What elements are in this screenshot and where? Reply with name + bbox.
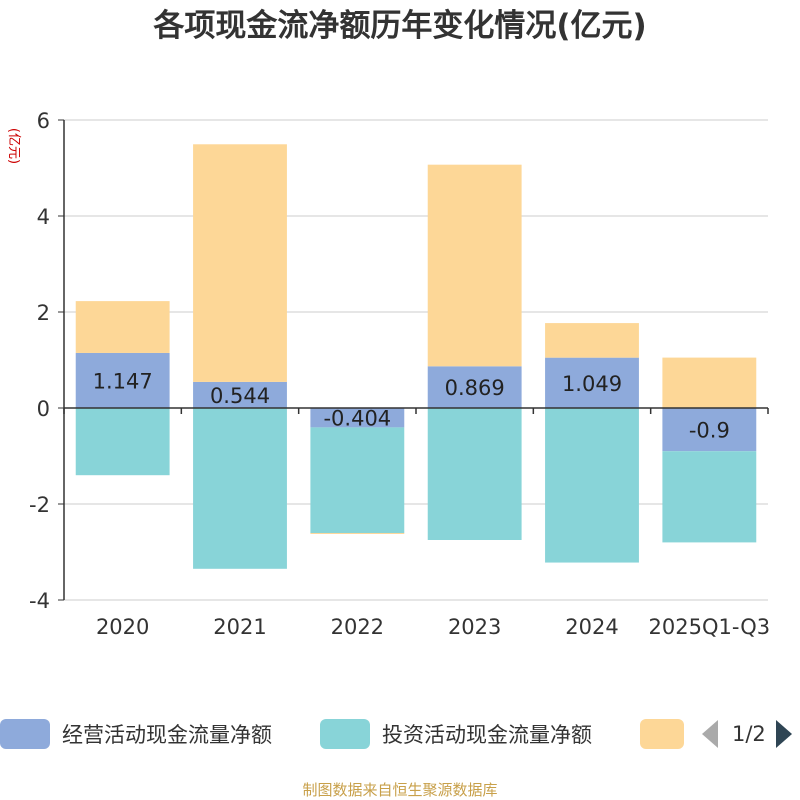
x-tick-label-2025Q1-Q3: 2025Q1-Q3	[649, 615, 771, 639]
y-tick-label-0: -4	[29, 589, 50, 613]
x-tick-label-2024: 2024	[565, 615, 618, 639]
legend-label-operating: 经营活动现金流量净额	[62, 723, 272, 747]
legend-item-third[interactable]	[640, 714, 684, 754]
bar-s0-2022	[310, 408, 405, 428]
y-tick-label-3: 2	[37, 301, 50, 325]
bar-s0-2021	[193, 381, 287, 408]
axes: -4 -2 0 2 4 6 2020 2021 2022 2023 2024 2025Q1-Q3	[29, 109, 770, 639]
data-label-2023: 0.869	[445, 376, 505, 400]
data-label-2020: 1.147	[93, 369, 153, 393]
bar-s2-2022	[310, 532, 405, 534]
legend-swatch-operating	[0, 719, 50, 749]
legend-item-operating[interactable]: 经营活动现金流量净额	[0, 714, 272, 754]
legend-swatch-investing	[320, 719, 370, 749]
next-page-icon[interactable]	[775, 720, 792, 748]
bar-s2-2020	[75, 301, 170, 353]
prev-page-icon[interactable]	[702, 720, 718, 748]
legend: 经营活动现金流量净额 投资活动现金流量净额	[0, 714, 800, 754]
y-tick-label-4: 4	[37, 205, 50, 229]
bar-s2-2024	[545, 323, 639, 358]
bar-s1-2024	[545, 408, 639, 563]
y-tick-label-2: 0	[37, 397, 50, 421]
x-tick-label-2020: 2020	[96, 615, 149, 639]
bar-s1-2021	[193, 408, 287, 569]
bar-s0-2025Q1-Q3	[662, 408, 757, 452]
x-tick-label-2021: 2021	[213, 615, 266, 639]
data-label-2021: 0.544	[210, 384, 270, 408]
source-note: 制图数据来自恒生聚源数据库	[302, 781, 498, 799]
bar-s1-2023	[427, 408, 522, 540]
bar-s1-2020	[75, 408, 170, 476]
data-label-2022: -0.404	[323, 407, 391, 431]
bars	[75, 144, 757, 569]
y-axis-label: (亿元)	[6, 128, 21, 164]
legend-swatch-third	[640, 719, 684, 749]
data-label-2024: 1.049	[562, 372, 622, 396]
bar-s1-2022	[310, 427, 405, 533]
bar-s0-2023	[427, 366, 522, 408]
legend-page-indicator: 1/2	[732, 722, 766, 746]
x-tick-label-2022: 2022	[331, 615, 384, 639]
legend-pager: 1/2	[702, 718, 792, 750]
data-labels: 1.147 0.544 -0.404 0.869 1.049 -0.9	[93, 369, 730, 442]
x-tick-label-2023: 2023	[448, 615, 501, 639]
y-tick-label-1: -2	[29, 493, 50, 517]
legend-item-investing[interactable]: 投资活动现金流量净额	[320, 714, 592, 754]
bar-s1-2025Q1-Q3	[662, 451, 757, 543]
chart-title: 各项现金流净额历年变化情况(亿元)	[152, 8, 646, 44]
grid-lines	[64, 119, 768, 601]
y-tick-label-5: 6	[37, 109, 50, 133]
bar-s2-2023	[427, 164, 522, 367]
data-label-2025Q1-Q3: -0.9	[689, 419, 730, 443]
legend-label-investing: 投资活动现金流量净额	[382, 723, 592, 747]
bar-s2-2021	[193, 144, 287, 382]
bar-s0-2024	[545, 357, 639, 408]
bar-s2-2025Q1-Q3	[662, 357, 757, 408]
bar-s0-2020	[75, 352, 170, 408]
